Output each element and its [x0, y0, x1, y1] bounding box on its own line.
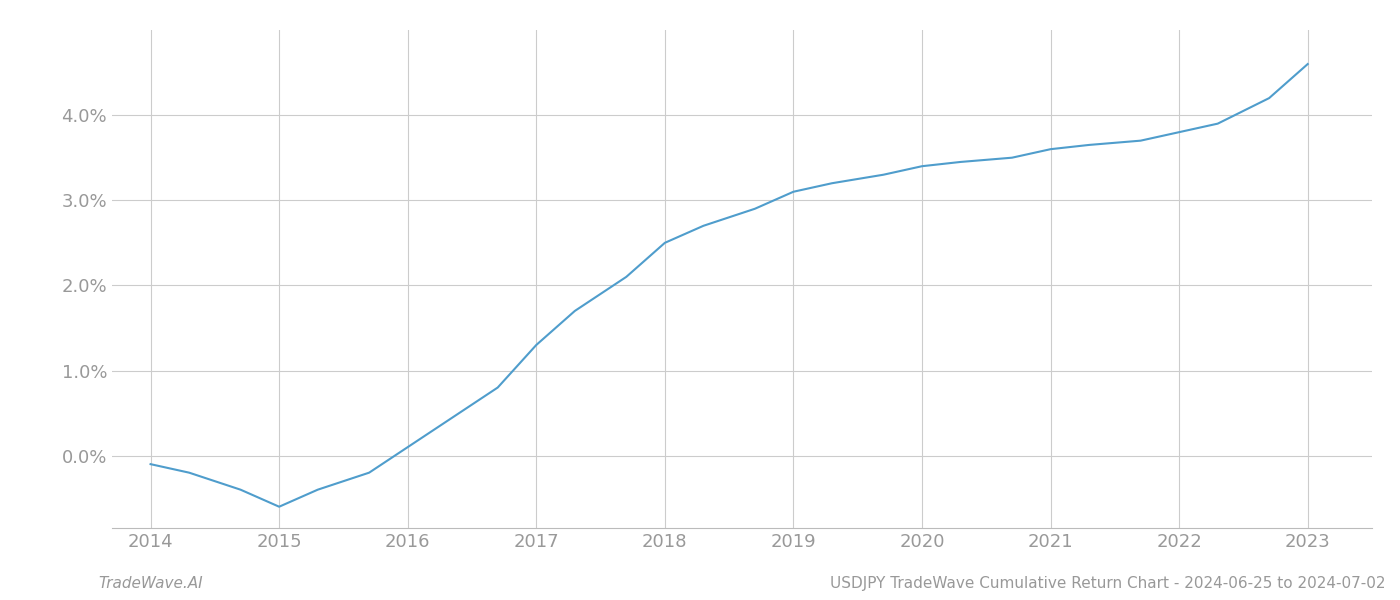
Text: USDJPY TradeWave Cumulative Return Chart - 2024-06-25 to 2024-07-02: USDJPY TradeWave Cumulative Return Chart… — [830, 576, 1386, 591]
Text: TradeWave.AI: TradeWave.AI — [98, 576, 203, 591]
